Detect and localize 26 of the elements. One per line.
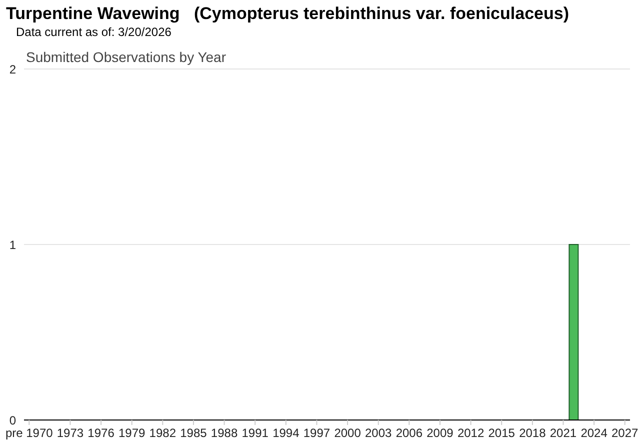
- x-tick-label: 2012: [457, 426, 484, 440]
- y-tick-label: 2: [9, 62, 16, 76]
- x-tick-label: 2003: [365, 426, 392, 440]
- x-tick-label: 1991: [242, 426, 269, 440]
- x-tick-label: 2006: [396, 426, 423, 440]
- x-tick-label: 2018: [519, 426, 546, 440]
- x-tick-label: 2000: [334, 426, 362, 440]
- x-tick-label: 1988: [210, 426, 238, 440]
- x-tick-label: pre 1970: [5, 426, 54, 440]
- x-tick-label: 2027: [612, 426, 639, 440]
- chart-subtitle: Data current as of: 3/20/2026: [16, 25, 172, 39]
- x-tick-label: 2021: [550, 426, 577, 440]
- chart-title: Turpentine Wavewing (Cymopterus terebinthinus var. foeniculaceus): [6, 4, 569, 24]
- x-tick-label: 2015: [488, 426, 516, 440]
- x-tick-label: 1997: [303, 426, 330, 440]
- x-tick-label: 1976: [88, 426, 115, 440]
- x-tick-label: 1985: [180, 426, 208, 440]
- x-tick-label: 1994: [272, 426, 300, 440]
- x-tick-label: 1973: [56, 426, 84, 440]
- y-tick-label: 1: [9, 238, 16, 252]
- text: Submitted Observations by Year: [26, 49, 226, 65]
- x-tick-label: 1982: [149, 426, 176, 440]
- y-tick-label: 0: [9, 413, 16, 428]
- x-tick-label: 2024: [580, 426, 608, 440]
- x-tick-label: 1979: [118, 426, 146, 440]
- x-tick-label: 2009: [426, 426, 454, 440]
